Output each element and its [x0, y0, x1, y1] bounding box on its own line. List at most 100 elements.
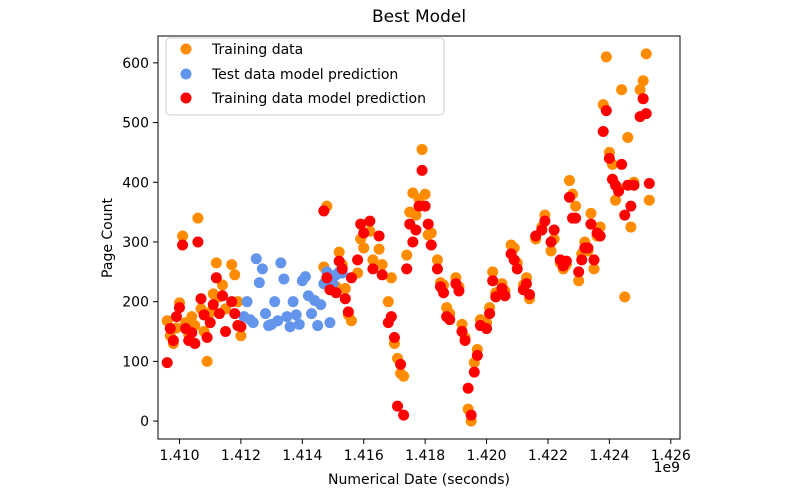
training-data-point	[367, 254, 379, 266]
training-data-point	[339, 283, 351, 295]
training-prediction-point	[422, 218, 434, 230]
y-tick-label: 500	[122, 116, 149, 132]
training-prediction-point	[376, 269, 388, 281]
axis-ticks: 1.410 1.412 1.414 1.416 1.418 1.420 1.422 1.424…	[122, 56, 691, 464]
training-prediction-point	[431, 263, 443, 275]
x-tick-label: 1.414	[282, 448, 322, 464]
training-prediction-point	[336, 263, 348, 275]
training-prediction-point	[444, 314, 456, 326]
training-prediction-point	[588, 254, 600, 266]
y-tick-label: 600	[122, 56, 149, 72]
training-prediction-point	[600, 105, 612, 117]
training-data-point	[619, 291, 631, 303]
training-prediction-point	[321, 272, 333, 284]
training-data-point	[216, 279, 228, 291]
axes-frame	[157, 35, 681, 440]
training-prediction-point	[576, 254, 588, 266]
training-prediction-point	[177, 239, 189, 251]
training-prediction-point	[462, 382, 474, 394]
training-prediction-point	[195, 293, 207, 305]
test-prediction-point	[287, 296, 299, 308]
y-tick-label: 400	[122, 175, 149, 191]
training-data-point	[419, 188, 431, 200]
training-data-point	[235, 330, 247, 342]
training-data-point	[487, 266, 499, 278]
training-prediction-point	[545, 236, 557, 248]
training-prediction-point	[499, 290, 511, 302]
training-prediction-point	[173, 302, 185, 314]
training-data-point	[345, 315, 357, 327]
training-prediction-point	[582, 242, 594, 254]
training-data-point	[416, 143, 428, 155]
training-data-point	[600, 51, 612, 63]
series-training-prediction	[161, 93, 655, 421]
training-prediction-point	[367, 263, 379, 275]
training-data-point	[588, 263, 600, 275]
training-prediction-point	[364, 215, 376, 227]
training-prediction-point	[536, 224, 548, 236]
training-prediction-point	[563, 191, 575, 203]
x-tick-label: 1.424	[589, 448, 629, 464]
test-prediction-point	[275, 257, 287, 269]
training-prediction-point	[613, 185, 625, 197]
training-prediction-point	[358, 227, 370, 239]
training-prediction-point	[560, 255, 572, 267]
training-prediction-point	[468, 366, 480, 378]
test-prediction-point	[269, 296, 281, 308]
training-prediction-point	[603, 152, 615, 164]
training-prediction-point	[330, 287, 342, 299]
training-prediction-point	[628, 179, 640, 191]
training-prediction-point	[355, 218, 367, 230]
training-prediction-point	[385, 311, 397, 323]
training-prediction-point	[643, 177, 655, 189]
training-prediction-point	[425, 239, 437, 251]
training-prediction-point	[395, 358, 407, 370]
training-data-point	[637, 75, 649, 87]
training-prediction-point	[487, 275, 499, 287]
training-data-point	[358, 242, 370, 254]
training-prediction-point	[164, 323, 176, 335]
test-prediction-point	[324, 317, 336, 329]
test-prediction-point	[278, 273, 290, 285]
training-data-point	[410, 209, 422, 221]
training-prediction-point	[201, 332, 213, 343]
training-prediction-point	[616, 158, 628, 170]
training-prediction-point	[229, 308, 241, 320]
training-prediction-point	[398, 409, 410, 421]
legend: Training data Test data model prediction…	[165, 37, 445, 116]
training-data-point	[373, 243, 385, 255]
training-prediction-point	[388, 332, 400, 343]
training-data-point	[563, 174, 575, 186]
training-data-point	[382, 296, 394, 308]
training-data-point	[186, 311, 198, 323]
training-prediction-point	[407, 236, 419, 248]
test-prediction-point	[312, 320, 324, 332]
training-prediction-point	[186, 327, 198, 339]
x-tick-label: 1.418	[405, 448, 445, 464]
test-prediction-point	[256, 263, 268, 275]
x-tick-label: 1.420	[467, 448, 507, 464]
training-prediction-point	[318, 205, 330, 217]
training-prediction-point	[352, 254, 364, 266]
x-tick-label: 1.412	[221, 448, 261, 464]
chart-title: Best Model	[372, 7, 466, 27]
x-axis-offset-label: 1e9	[654, 460, 680, 476]
training-prediction-point	[373, 230, 385, 242]
training-data-point	[401, 249, 413, 261]
training-data-point	[425, 227, 437, 239]
training-prediction-point	[198, 309, 210, 321]
legend-box	[165, 37, 445, 116]
training-data-point	[640, 48, 652, 60]
data-points	[161, 48, 655, 427]
training-prediction-point	[585, 218, 597, 230]
training-data-point	[210, 257, 222, 269]
training-prediction-point	[339, 293, 351, 305]
training-prediction-point	[410, 224, 422, 236]
training-prediction-point	[637, 93, 649, 105]
training-prediction-point	[170, 311, 182, 323]
training-data-point	[585, 207, 597, 219]
training-prediction-point	[640, 108, 652, 120]
training-prediction-point	[456, 326, 468, 338]
